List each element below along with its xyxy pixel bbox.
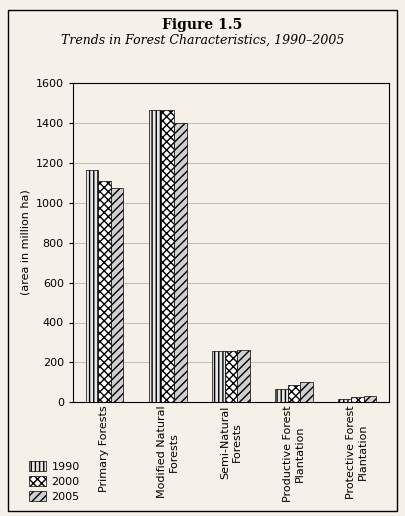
Bar [111,187,124,402]
Bar [338,399,351,402]
Bar [98,181,111,402]
Bar [351,397,364,402]
Text: Figure 1.5: Figure 1.5 [162,18,243,32]
Bar [174,123,187,402]
Legend: 1990, 2000, 2005: 1990, 2000, 2005 [26,457,83,505]
Bar [237,350,250,402]
Bar [212,351,224,402]
Bar [364,396,376,402]
Bar [301,382,313,402]
Bar [85,170,98,402]
Bar [275,389,288,402]
Y-axis label: (area in million ha): (area in million ha) [20,190,30,295]
Bar [288,385,301,402]
Bar [149,109,161,402]
Bar [224,351,237,402]
Bar [161,109,174,402]
Text: Trends in Forest Characteristics, 1990–2005: Trends in Forest Characteristics, 1990–2… [61,34,344,46]
